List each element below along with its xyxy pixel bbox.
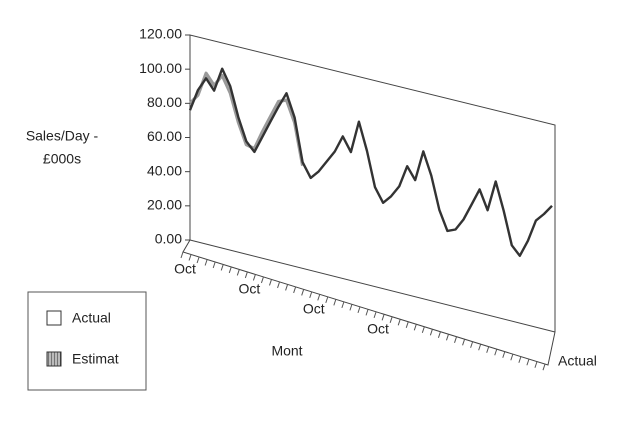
x-tick bbox=[220, 264, 224, 271]
x-tick bbox=[317, 294, 321, 301]
y-tick-label: 40.00 bbox=[147, 162, 182, 178]
legend-label: Estimat bbox=[72, 351, 119, 367]
x-tick bbox=[405, 321, 409, 328]
x-tick bbox=[421, 326, 425, 333]
x-tick bbox=[285, 284, 289, 291]
x-tick bbox=[188, 254, 192, 261]
x-tick bbox=[413, 324, 417, 331]
x-tick bbox=[204, 259, 208, 266]
legend-swatch bbox=[46, 310, 62, 326]
y-tick-label: 0.00 bbox=[155, 231, 182, 247]
depth-label: Actual bbox=[558, 353, 597, 369]
x-tick bbox=[429, 329, 433, 336]
x-tick bbox=[196, 256, 200, 264]
x-tick bbox=[494, 349, 498, 356]
y-tick-label: 20.00 bbox=[147, 197, 182, 213]
x-tick bbox=[236, 269, 240, 276]
x-tick bbox=[333, 299, 337, 306]
x-tick bbox=[470, 341, 474, 348]
x-tick bbox=[502, 351, 506, 358]
x-tick bbox=[349, 304, 353, 311]
y-axis-label: Sales/Day - bbox=[26, 128, 99, 144]
x-tick bbox=[373, 311, 377, 319]
series-line bbox=[188, 71, 305, 166]
wall-base bbox=[189, 239, 556, 333]
x-tick bbox=[462, 339, 466, 346]
x-axis-label: Mont bbox=[271, 343, 302, 359]
x-tick bbox=[365, 309, 369, 316]
x-tick bbox=[301, 289, 305, 296]
series-line bbox=[188, 67, 553, 257]
x-tick bbox=[437, 331, 441, 338]
x-tick bbox=[445, 334, 449, 341]
x-tick bbox=[293, 286, 297, 294]
y-tick-label: 80.00 bbox=[147, 94, 182, 110]
y-axis-label: £000s bbox=[43, 151, 81, 167]
x-tick-label: Oct bbox=[367, 321, 389, 337]
x-tick bbox=[212, 261, 216, 269]
x-tick bbox=[277, 281, 281, 289]
legend-label: Actual bbox=[72, 310, 111, 326]
x-tick bbox=[252, 274, 256, 281]
x-tick bbox=[486, 346, 490, 353]
x-tick bbox=[454, 336, 457, 343]
x-tick bbox=[397, 319, 401, 326]
x-tick bbox=[228, 266, 232, 274]
x-tick bbox=[325, 296, 329, 304]
x-tick-label: Oct bbox=[238, 281, 260, 297]
x-tick bbox=[518, 356, 522, 363]
x-tick bbox=[357, 306, 361, 314]
legend-swatch bbox=[46, 351, 62, 367]
x-tick bbox=[260, 276, 264, 284]
y-tick-label: 100.00 bbox=[139, 60, 182, 76]
x-tick bbox=[309, 291, 313, 299]
x-tick bbox=[341, 301, 345, 309]
x-tick bbox=[542, 364, 546, 371]
x-tick-label: Oct bbox=[303, 301, 325, 317]
x-tick bbox=[244, 271, 248, 279]
legend bbox=[27, 291, 147, 391]
x-tick bbox=[180, 251, 184, 259]
x-tick bbox=[381, 314, 385, 321]
y-tick-label: 60.00 bbox=[147, 128, 182, 144]
x-tick bbox=[534, 361, 538, 368]
x-tick bbox=[478, 344, 482, 351]
x-tick bbox=[526, 359, 530, 366]
x-tick-label: Oct bbox=[174, 261, 196, 277]
x-tick bbox=[510, 354, 514, 361]
floor bbox=[182, 239, 556, 366]
x-tick bbox=[389, 316, 393, 323]
y-tick-label: 120.00 bbox=[139, 26, 182, 42]
x-tick bbox=[269, 279, 272, 286]
